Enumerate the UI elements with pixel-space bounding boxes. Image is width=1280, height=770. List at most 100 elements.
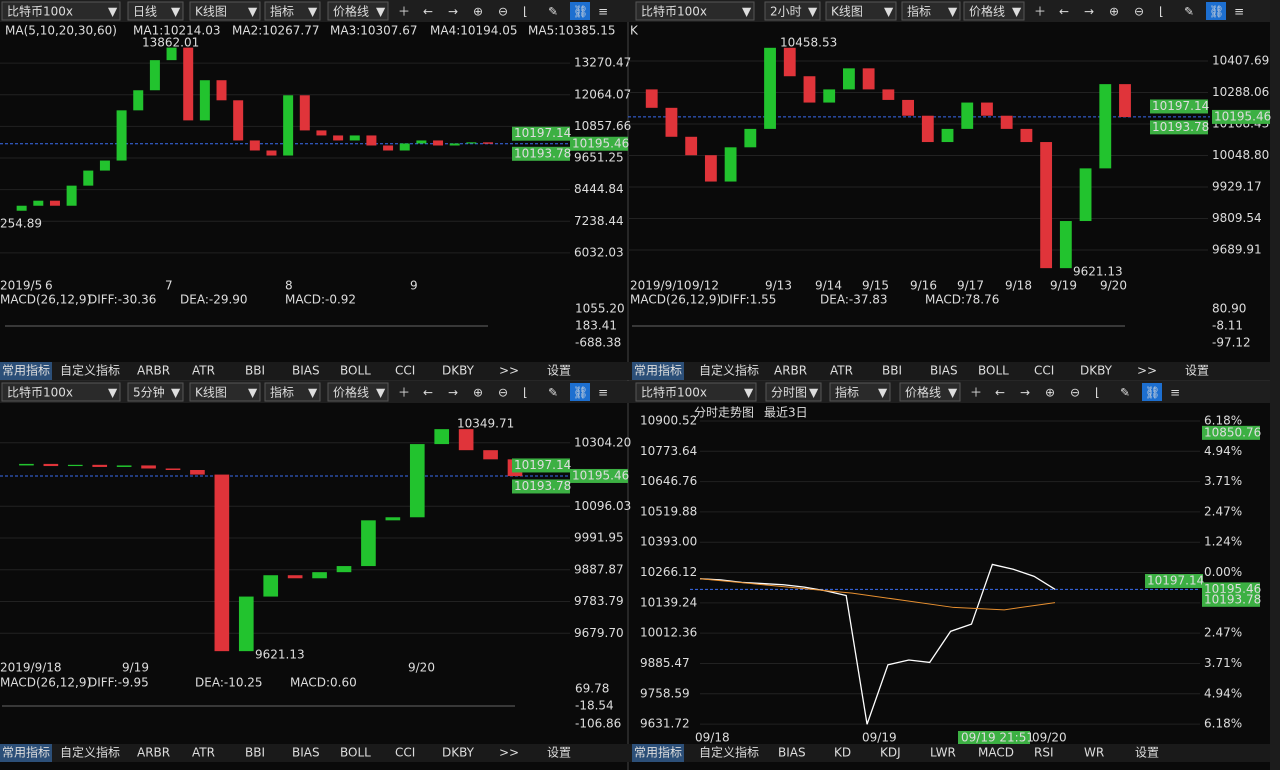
dropdown-label[interactable]: 比特币100x	[7, 385, 73, 400]
toolbar-icon[interactable]: ←	[423, 5, 433, 19]
dropdown-label[interactable]: 指标	[907, 4, 931, 19]
toolbar-icon[interactable]: →	[1084, 5, 1094, 19]
tab[interactable]: ARBR	[774, 364, 807, 378]
tab-active[interactable]	[632, 744, 684, 762]
toolbar-icon[interactable]: ⊕	[1109, 5, 1119, 19]
dropdown[interactable]	[899, 382, 961, 402]
tab[interactable]: 自定义指标	[699, 745, 759, 760]
tab[interactable]: 常用指标	[2, 745, 50, 760]
tab-active[interactable]	[632, 362, 684, 380]
toolbar-icon[interactable]: →	[448, 5, 458, 19]
tab[interactable]: DKBY	[1080, 364, 1113, 378]
dropdown-label[interactable]: 价格线	[333, 4, 369, 19]
tab[interactable]: MACD	[978, 746, 1014, 760]
tab[interactable]: CCI	[395, 746, 415, 760]
dropdown-label[interactable]: K线图	[831, 5, 863, 19]
toolbar-icon[interactable]: ←	[995, 386, 1005, 400]
toolbar-icon[interactable]: ≡	[598, 386, 608, 400]
toolbar-icon[interactable]: ⌊	[1159, 5, 1164, 19]
dropdown-label[interactable]: 价格线	[905, 385, 941, 400]
dropdown-label[interactable]: K线图	[195, 5, 227, 19]
tab[interactable]: 常用指标	[634, 745, 682, 760]
dropdown[interactable]	[1, 382, 121, 402]
dropdown[interactable]	[1, 1, 121, 21]
tab[interactable]: BOLL	[978, 364, 1009, 378]
tab-active[interactable]	[0, 362, 52, 380]
tab[interactable]: 自定义指标	[60, 363, 120, 378]
dropdown[interactable]	[189, 1, 261, 21]
toolbar-icon[interactable]: →	[1020, 386, 1030, 400]
tab[interactable]: 设置	[1135, 746, 1159, 760]
dropdown-label[interactable]: 价格线	[969, 4, 1005, 19]
tab[interactable]: CCI	[395, 364, 415, 378]
dropdown[interactable]	[127, 382, 184, 402]
tab[interactable]: BIAS	[292, 746, 320, 760]
dropdown[interactable]	[765, 382, 822, 402]
tab[interactable]: >>	[499, 364, 519, 378]
dropdown[interactable]	[829, 382, 891, 402]
tab[interactable]: ARBR	[137, 364, 170, 378]
dropdown[interactable]	[264, 1, 321, 21]
toolbar-icon[interactable]: ≡	[1170, 386, 1180, 400]
tab[interactable]: 自定义指标	[699, 363, 759, 378]
toolbar-icon[interactable]: ⊕	[1045, 386, 1055, 400]
tab[interactable]: DKBY	[442, 364, 475, 378]
dropdown[interactable]	[189, 382, 261, 402]
tab[interactable]: KD	[834, 746, 851, 760]
tab[interactable]: BIAS	[930, 364, 958, 378]
toolbar-icon[interactable]: ⊖	[1134, 5, 1144, 19]
dropdown-label[interactable]: K线图	[195, 386, 227, 400]
toolbar-icon[interactable]: ✎	[1120, 386, 1130, 400]
dropdown-label[interactable]: 日线	[133, 5, 157, 19]
dropdown[interactable]	[963, 1, 1025, 21]
toolbar-icon[interactable]: ≡	[598, 5, 608, 19]
dropdown[interactable]	[764, 1, 821, 21]
toolbar-icon[interactable]: ←	[423, 386, 433, 400]
dropdown[interactable]	[635, 382, 757, 402]
tab[interactable]: DKBY	[442, 746, 475, 760]
dropdown[interactable]	[264, 382, 321, 402]
tab[interactable]: 设置	[547, 364, 571, 378]
toolbar-icon[interactable]: ⌊	[523, 386, 528, 400]
tab[interactable]: BIAS	[778, 746, 806, 760]
tab[interactable]: KDJ	[880, 746, 901, 760]
tab[interactable]: ATR	[192, 746, 215, 760]
dropdown-label[interactable]: 比特币100x	[641, 4, 707, 19]
dropdown[interactable]	[327, 382, 389, 402]
toolbar-icon[interactable]: ✎	[1184, 5, 1194, 19]
toolbar-icon[interactable]: ⌊	[523, 5, 528, 19]
tab[interactable]: CCI	[1034, 364, 1054, 378]
tab[interactable]: RSI	[1034, 746, 1054, 760]
tab[interactable]: 常用指标	[634, 363, 682, 378]
tab[interactable]: 常用指标	[2, 363, 50, 378]
link-button[interactable]	[570, 383, 590, 401]
toolbar-icon[interactable]: ⛓	[573, 386, 588, 400]
toolbar-icon[interactable]: ⛓	[573, 5, 588, 19]
dropdown-label[interactable]: 指标	[270, 385, 294, 400]
toolbar-icon[interactable]: ⊖	[498, 5, 508, 19]
link-button[interactable]	[1142, 383, 1162, 401]
dropdown-label[interactable]: 价格线	[333, 385, 369, 400]
toolbar-icon[interactable]: ⊕	[473, 386, 483, 400]
tab[interactable]: 设置	[1185, 364, 1209, 378]
toolbar-icon[interactable]: ✎	[548, 5, 558, 19]
link-button[interactable]	[570, 2, 590, 20]
tab[interactable]: ATR	[192, 364, 215, 378]
tab[interactable]: WR	[1084, 746, 1104, 760]
tab[interactable]: BBI	[882, 364, 902, 378]
toolbar-icon[interactable]: ≡	[1234, 5, 1244, 19]
toolbar-icon[interactable]: ＋	[1034, 5, 1046, 19]
dropdown[interactable]	[901, 1, 961, 21]
dropdown-label[interactable]: 2小时	[770, 5, 802, 19]
toolbar-icon[interactable]: ⊕	[473, 5, 483, 19]
tab[interactable]: BBI	[245, 364, 265, 378]
toolbar-icon[interactable]: ⌊	[1095, 386, 1100, 400]
tab[interactable]: >>	[499, 746, 519, 760]
toolbar-icon[interactable]: ＋	[398, 5, 410, 19]
dropdown-label[interactable]: 5分钟	[133, 385, 165, 400]
toolbar-icon[interactable]: →	[448, 386, 458, 400]
tab[interactable]: 自定义指标	[60, 745, 120, 760]
toolbar-icon[interactable]: ＋	[970, 386, 982, 400]
toolbar-icon[interactable]: ⊖	[498, 386, 508, 400]
link-button[interactable]	[1206, 2, 1226, 20]
